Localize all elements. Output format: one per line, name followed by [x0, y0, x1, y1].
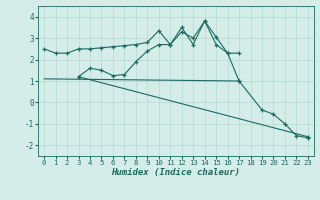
X-axis label: Humidex (Indice chaleur): Humidex (Indice chaleur) [111, 168, 241, 177]
